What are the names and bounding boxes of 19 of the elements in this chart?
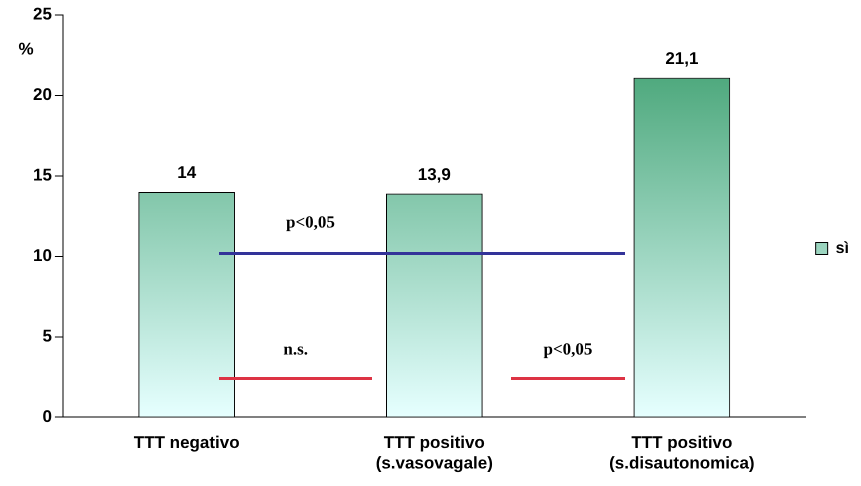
category-label: TTT positivo (631, 433, 732, 452)
category-label: TTT negativo (134, 433, 240, 452)
y-tick-label: 0 (42, 406, 52, 426)
category-label: TTT positivo (384, 433, 485, 452)
y-tick-label: 15 (32, 166, 52, 185)
annotation: p<0,05 (544, 339, 592, 358)
data-label: 13,9 (418, 164, 451, 184)
category-label: (s.disautonomica) (609, 453, 755, 472)
y-axis-title: % (18, 40, 34, 59)
y-tick-label: 20 (32, 85, 52, 104)
y-tick-label: 10 (32, 246, 52, 266)
annotation: p<0,05 (286, 212, 335, 232)
category-label: (s.vasovagale) (376, 453, 493, 472)
data-label: 14 (177, 163, 197, 182)
y-tick-label: 5 (42, 326, 52, 346)
data-label: 21,1 (665, 48, 698, 68)
y-tick-label: 25 (32, 4, 52, 24)
annotation: n.s. (283, 339, 308, 358)
legend-label: sì (836, 240, 849, 257)
